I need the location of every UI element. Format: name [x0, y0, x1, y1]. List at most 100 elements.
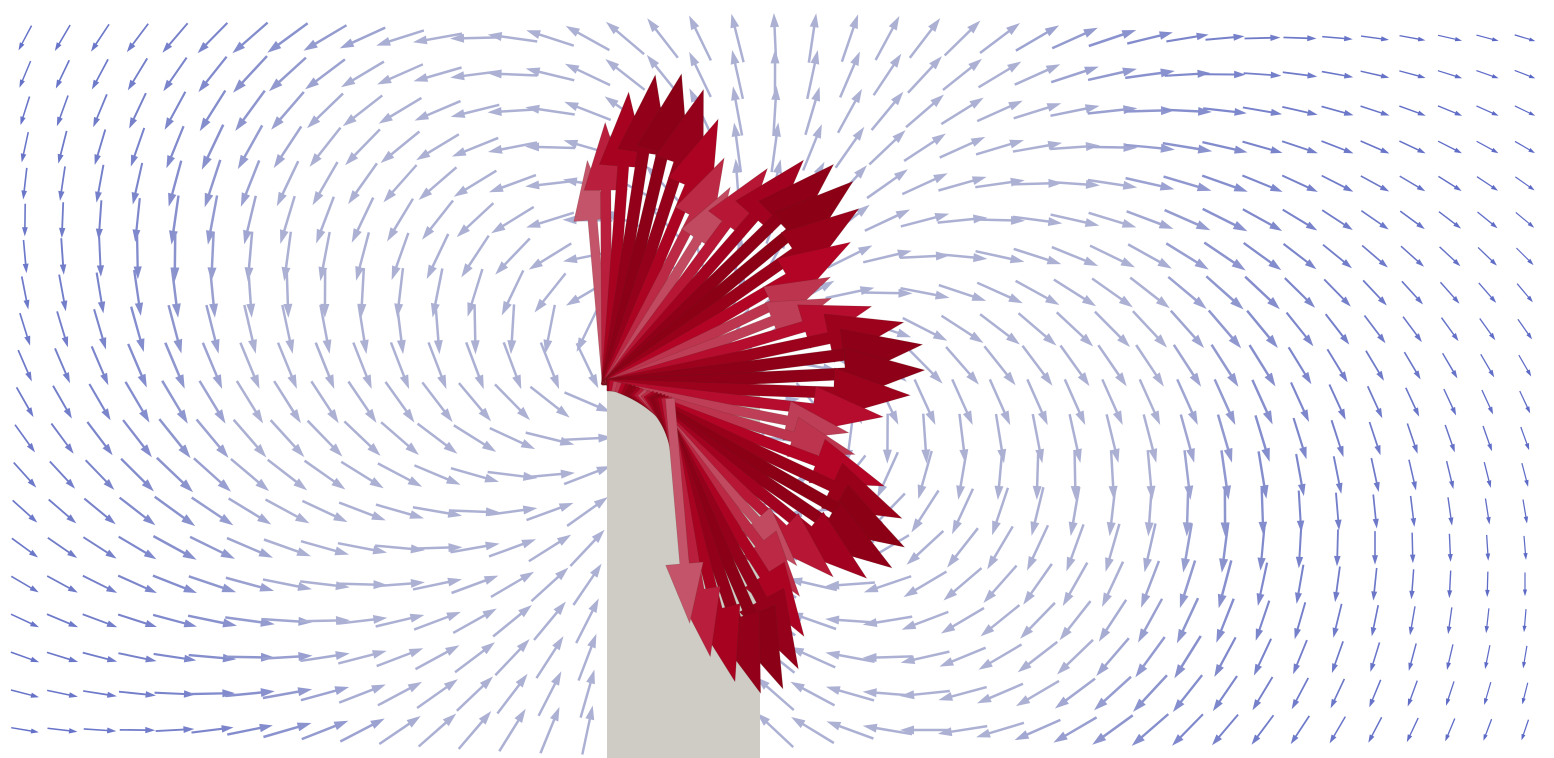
flow-glyph [380, 130, 421, 163]
flow-glyph [791, 717, 835, 745]
flow-glyph [118, 535, 157, 560]
flow-glyph [263, 538, 311, 557]
flow-glyph [127, 57, 148, 91]
flow-glyph [1087, 178, 1138, 190]
flow-glyph [262, 616, 313, 626]
flow-glyph [1105, 523, 1121, 572]
flow-glyph [10, 575, 39, 593]
flow-glyph [1165, 242, 1209, 270]
flow-glyph [1242, 106, 1283, 116]
flow-glyph [1050, 179, 1100, 189]
flow-glyph [1403, 351, 1421, 380]
flow-glyph [389, 342, 410, 390]
flow-glyph [906, 530, 945, 565]
flow-glyph [525, 469, 575, 479]
flow-glyph [1477, 247, 1497, 266]
flow-glyph [1032, 450, 1042, 500]
flow-glyph [1405, 387, 1420, 417]
flow-glyph [1369, 679, 1382, 708]
flow-glyph [862, 688, 913, 698]
flow-glyph [1294, 602, 1307, 640]
flow-glyph [868, 130, 906, 166]
flow-glyph [461, 235, 490, 278]
flow-glyph [338, 650, 387, 665]
flow-glyph [939, 646, 987, 667]
flow-glyph [646, 54, 680, 95]
flow-glyph [492, 605, 532, 638]
flow-glyph [1295, 453, 1306, 497]
flow-glyph [1446, 644, 1454, 670]
flow-glyph [343, 420, 381, 456]
flow-glyph [988, 378, 1011, 426]
flow-glyph [1125, 106, 1175, 116]
flow-glyph [534, 272, 567, 313]
flow-glyph [1246, 309, 1278, 348]
flow-glyph [1203, 107, 1247, 116]
flow-glyph [337, 580, 388, 590]
flow-glyph [1138, 378, 1161, 425]
flow-glyph [1402, 316, 1422, 343]
flow-glyph [575, 598, 599, 644]
flow-glyph [413, 611, 461, 631]
flow-glyph [1360, 175, 1390, 192]
flow-glyph [96, 236, 105, 277]
flow-glyph [489, 173, 537, 193]
flow-glyph [1205, 33, 1245, 41]
flow-glyph [1447, 570, 1453, 599]
flow-glyph [240, 160, 261, 207]
flow-glyph [1219, 522, 1230, 573]
flow-glyph [281, 304, 295, 354]
flow-glyph [122, 419, 152, 458]
flow-glyph [378, 96, 423, 124]
flow-glyph [1523, 535, 1528, 560]
flow-glyph [1066, 524, 1085, 572]
flow-glyph [1163, 175, 1212, 192]
flow-glyph [911, 489, 940, 533]
flow-glyph [1021, 345, 1053, 386]
flow-glyph [1129, 276, 1170, 309]
flow-glyph [318, 231, 331, 282]
flow-glyph [938, 685, 987, 701]
flow-glyph [1440, 317, 1459, 342]
flow-glyph [1127, 243, 1172, 269]
flow-glyph [130, 306, 145, 352]
flow-glyph [1321, 174, 1354, 192]
flow-glyph [189, 535, 235, 559]
flow-glyph [951, 378, 973, 425]
flow-glyph [1438, 211, 1462, 229]
flow-glyph [1360, 105, 1390, 116]
flow-glyph [1164, 208, 1211, 231]
flow-glyph [198, 380, 226, 424]
flow-glyph [337, 615, 388, 625]
flow-glyph [941, 606, 985, 634]
flow-glyph [91, 58, 109, 90]
flow-glyph [1212, 714, 1239, 746]
flow-glyph [375, 503, 424, 519]
flow-glyph [1282, 71, 1318, 79]
flow-glyph [422, 199, 454, 240]
flow-glyph [756, 677, 795, 711]
flow-glyph [1162, 142, 1213, 154]
flow-glyph [1055, 311, 1094, 347]
flow-glyph [377, 63, 424, 85]
flow-glyph [118, 690, 156, 698]
flow-glyph [228, 497, 272, 525]
flow-glyph [267, 22, 309, 53]
flow-glyph [1445, 718, 1456, 742]
flow-glyph [152, 535, 197, 560]
flow-glyph [54, 348, 70, 384]
flow-glyph [1202, 207, 1248, 232]
flow-glyph [421, 381, 453, 423]
flow-glyph [1321, 209, 1353, 230]
flow-glyph [908, 18, 941, 59]
flow-glyph [1399, 210, 1425, 230]
flow-glyph [1012, 140, 1063, 153]
flow-glyph [937, 252, 988, 263]
flow-glyph [979, 23, 1020, 54]
flow-glyph [921, 413, 931, 464]
flow-glyph [977, 682, 1024, 704]
flow-glyph [771, 85, 781, 136]
flow-glyph [204, 159, 222, 208]
